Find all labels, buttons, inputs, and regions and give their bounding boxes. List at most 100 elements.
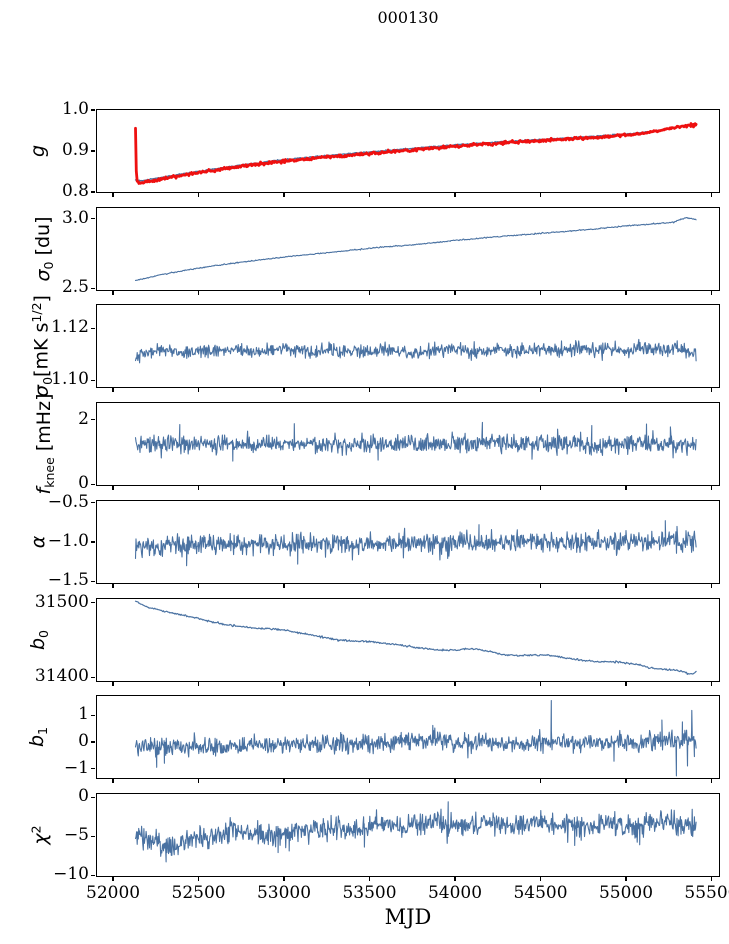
x-tick	[197, 584, 200, 588]
x-tick	[539, 584, 542, 588]
y-tick-label-g: 0.9	[61, 140, 89, 160]
x-tick	[368, 388, 371, 392]
y-tick-chi2	[91, 835, 95, 837]
x-tick	[283, 682, 285, 686]
y-tick-label-b0: 31400	[34, 666, 89, 687]
series-b0	[134, 600, 697, 675]
y-tick-label-alpha: −1.5	[47, 570, 89, 591]
x-tick	[112, 584, 114, 588]
y-tick-fknee	[91, 483, 95, 485]
x-tick	[454, 779, 456, 783]
y-tick-label-fknee: 2	[78, 408, 89, 429]
x-tick	[283, 877, 285, 881]
y-tick-label-sigma0-du: 3.0	[61, 207, 89, 228]
x-tick	[283, 779, 285, 783]
y-label-part: ]	[30, 295, 53, 303]
x-tick	[368, 779, 371, 783]
y-tick-label-sigma0-mK: 1.12	[51, 317, 89, 338]
x-tick	[112, 193, 114, 197]
plot-title: 000130	[377, 8, 439, 27]
x-tick	[112, 388, 114, 392]
x-tick-label: 55000	[598, 883, 654, 903]
y-tick-g	[91, 150, 95, 152]
y-tick-label-chi2: −10	[53, 864, 89, 885]
y-label-part: 0	[41, 261, 57, 270]
x-tick-label: 55500	[684, 883, 729, 903]
y-tick-label-chi2: −5	[63, 825, 89, 846]
x-tick	[197, 388, 200, 392]
y-tick-chi2	[91, 796, 95, 798]
y-tick-label-sigma0-mK: 1.10	[51, 369, 89, 390]
plot-area-fknee	[96, 402, 720, 486]
series-sigma0-mK	[134, 338, 697, 364]
x-tick	[710, 193, 713, 197]
y-tick-label-alpha: −0.5	[47, 491, 89, 512]
y-tick-b1	[91, 741, 95, 743]
x-tick	[197, 877, 200, 881]
y-tick-sigma0-du	[91, 287, 95, 289]
x-tick	[625, 291, 627, 295]
x-tick	[625, 486, 627, 490]
y-tick-label-fknee: 0	[78, 473, 89, 494]
x-tick	[625, 682, 627, 686]
x-tick	[454, 291, 456, 295]
x-tick	[197, 682, 200, 686]
x-tick	[710, 291, 713, 295]
x-tick	[454, 486, 456, 490]
x-tick	[710, 877, 713, 881]
plot-area-b1	[96, 695, 720, 779]
series-fknee	[134, 421, 697, 462]
y-tick-label-b1: −1	[63, 757, 89, 778]
x-tick-label: 53500	[342, 883, 397, 903]
series-sigma0-du	[134, 216, 697, 281]
x-tick	[539, 486, 542, 490]
x-axis-title: MJD	[384, 905, 432, 929]
x-tick	[539, 779, 542, 783]
plot-area-sigma0-mK	[96, 304, 720, 388]
y-tick-alpha	[91, 541, 95, 543]
x-tick	[710, 486, 713, 490]
y-tick-alpha	[91, 580, 95, 582]
x-tick-label: 54000	[427, 883, 483, 903]
x-tick	[454, 388, 456, 392]
x-tick	[539, 193, 542, 197]
x-tick	[197, 193, 200, 197]
x-tick	[197, 779, 200, 783]
x-tick	[368, 291, 371, 295]
y-label-part: 0	[36, 629, 52, 638]
x-tick	[283, 388, 285, 392]
y-tick-g	[91, 109, 95, 111]
x-tick	[454, 877, 456, 881]
x-tick	[112, 486, 114, 490]
x-tick	[283, 193, 285, 197]
x-tick	[368, 877, 371, 881]
x-tick	[625, 584, 627, 588]
series-b1	[134, 699, 697, 777]
x-tick	[454, 584, 456, 588]
x-tick	[710, 682, 713, 686]
x-tick	[283, 291, 285, 295]
x-tick	[710, 388, 713, 392]
y-tick-sigma0-mK	[91, 327, 95, 330]
x-tick	[368, 584, 371, 588]
x-tick	[625, 779, 627, 783]
x-tick	[454, 682, 456, 686]
x-tick	[112, 877, 114, 881]
x-tick	[539, 682, 542, 686]
x-tick	[710, 584, 713, 588]
x-tick	[112, 779, 114, 783]
x-tick	[539, 388, 542, 392]
y-label-b0: b0	[27, 630, 51, 650]
y-tick-label-g: 0.8	[61, 181, 89, 201]
x-tick	[625, 193, 627, 197]
x-tick-label: 52000	[86, 883, 141, 903]
x-tick	[112, 291, 114, 295]
x-tick	[710, 779, 713, 783]
y-tick-label-chi2: 0	[78, 786, 89, 807]
plot-area-b0	[96, 598, 720, 682]
x-tick	[625, 877, 627, 881]
y-tick-chi2	[91, 874, 95, 876]
x-tick-label: 53000	[256, 883, 312, 903]
y-tick-b1	[91, 714, 95, 716]
